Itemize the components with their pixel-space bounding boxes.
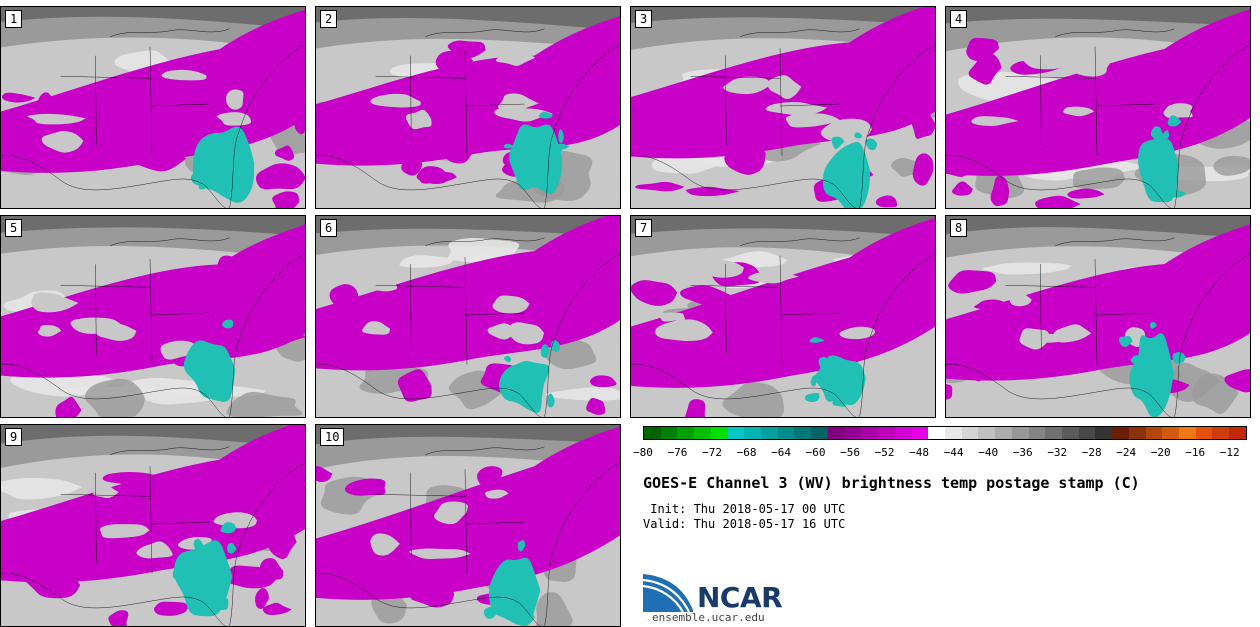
colorbar-tick-label: −36 [1012,446,1033,459]
panel-number: 6 [320,219,338,237]
colorbar-segment [1061,427,1079,439]
colorbar-tick-label: −76 [667,446,688,459]
colorbar-tick-label: −52 [874,446,895,459]
map-panel: 9 [0,424,306,627]
colorbar-tick-label: −48 [909,446,930,459]
colorbar-segment [761,427,778,439]
colorbar-segment [878,427,895,439]
colorbar-segment [861,427,879,439]
colorbar-segment [1145,427,1163,439]
colorbar-segment [1162,427,1179,439]
colorbar-segment [1095,427,1113,439]
colorbar-tick-label: −56 [840,446,861,459]
panel-number: 4 [950,10,968,28]
colorbar-segment [644,427,661,439]
colorbar-segment [1011,427,1029,439]
panel-number: 3 [635,10,653,28]
colorbar-tick-label: −68 [736,446,757,459]
colorbar-tick-label: −64 [771,446,791,459]
colorbar-segment [1112,427,1129,439]
colorbar-segment [1028,427,1046,439]
colorbar-segment [911,427,929,439]
init-time: Init: Thu 2018-05-17 00 UTC [643,502,846,516]
colorbar-segment [961,427,979,439]
map-panel: 8 [945,215,1251,418]
panel-number: 5 [5,219,23,237]
map-panel: 7 [630,215,936,418]
colorbar-segment [1179,427,1196,439]
colorbar-segment [777,427,795,439]
valid-time: Valid: Thu 2018-05-17 16 UTC [643,517,846,531]
colorbar-segment [944,427,962,439]
panel-number: 10 [320,428,345,446]
colorbar-tick-label: −60 [805,446,826,459]
map-panel: 3 [630,6,936,209]
colorbar-segment [1128,427,1146,439]
colorbar-segment [1195,427,1213,439]
colorbar-segment [677,427,695,439]
colorbar-segment [727,427,745,439]
colorbar-segment [794,427,812,439]
colorbar-tick-label: −32 [1047,446,1068,459]
colorbar-segment [811,427,828,439]
colorbar [643,426,1247,440]
site-url: ensemble.ucar.edu [652,611,765,624]
colorbar-tick-label: −24 [1116,446,1137,459]
colorbar-tick-label: −80 [633,446,653,459]
colorbar-tick-label: −20 [1150,446,1171,459]
colorbar-segment [660,427,678,439]
map-panel: 6 [315,215,621,418]
map-panel: 10 [315,424,621,627]
colorbar-segment [1229,427,1246,439]
colorbar-segment [1212,427,1230,439]
colorbar-tick-label: −12 [1219,446,1240,459]
colorbar-segment [827,427,845,439]
figure-title: GOES-E Channel 3 (WV) brightness temp po… [643,474,1140,492]
map-panel: 5 [0,215,306,418]
ncar-logo-icon [643,574,693,613]
map-panel: 1 [0,6,306,209]
panel-number: 1 [5,10,23,28]
colorbar-tick-label: −16 [1185,446,1206,459]
colorbar-segment [744,427,762,439]
colorbar-segment [1045,427,1062,439]
colorbar-tick-label: −72 [702,446,722,459]
ncar-logo-text: NCAR [697,581,783,614]
panel-number: 2 [320,10,338,28]
colorbar-segment [1078,427,1096,439]
colorbar-tick-label: −28 [1081,446,1102,459]
panel-number: 9 [5,428,23,446]
colorbar-segment [894,427,912,439]
map-panel: 2 [315,6,621,209]
colorbar-segment [928,427,945,439]
colorbar-segment [995,427,1012,439]
colorbar-segment [844,427,862,439]
colorbar-tick-label: −44 [943,446,964,459]
colorbar-segment [978,427,996,439]
panel-number: 8 [950,219,968,237]
colorbar-tick-label: −40 [978,446,999,459]
colorbar-segment [694,427,711,439]
panel-number: 7 [635,219,653,237]
colorbar-ticks: −80 −76 −72 −68 −64 −60 −56 −52 −48 −44 −40 −36 −32−… [633,446,1247,460]
map-panel: 4 [945,6,1251,209]
colorbar-segment [710,427,728,439]
